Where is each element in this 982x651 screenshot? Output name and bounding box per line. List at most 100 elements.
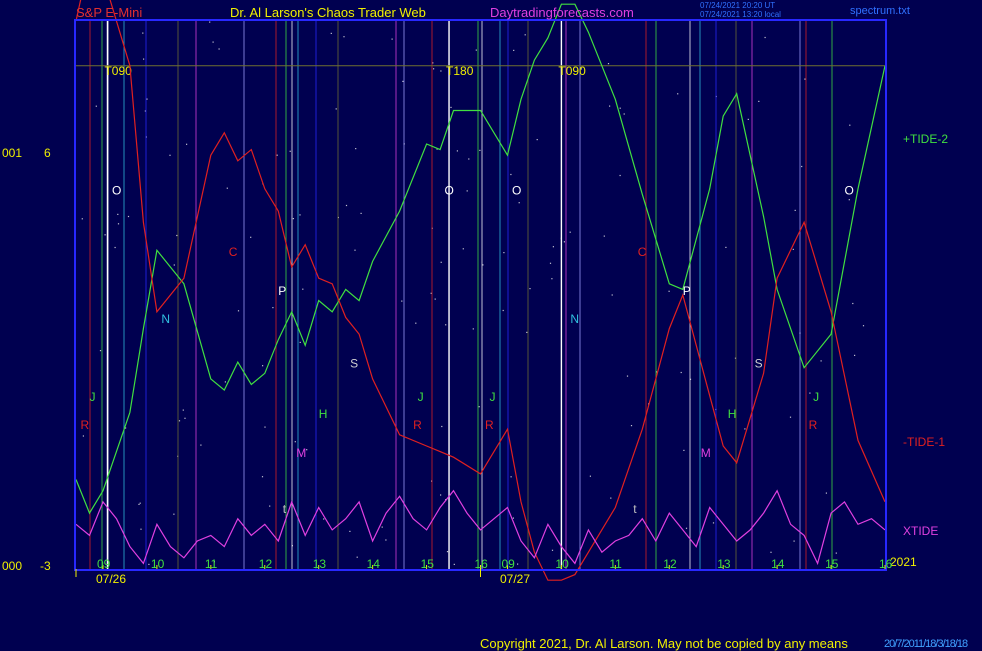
star-dot — [226, 187, 228, 189]
event-letter: P — [683, 284, 691, 298]
site-title: Dr. Al Larson's Chaos Trader Web — [230, 5, 426, 20]
star-dot — [518, 202, 520, 204]
star-dot — [794, 209, 796, 211]
star-dot — [502, 309, 504, 312]
star-dot — [536, 139, 538, 141]
x-axis-ticks — [75, 565, 886, 577]
event-letter: J — [489, 390, 495, 404]
star-dot — [677, 93, 679, 95]
star-dot — [433, 68, 435, 70]
star-dot — [580, 68, 582, 70]
event-letter: R — [809, 418, 818, 432]
star-dot — [212, 41, 214, 43]
star-dot — [472, 328, 474, 330]
star-dot — [148, 563, 150, 565]
star-dot — [801, 165, 803, 168]
star-dot — [725, 246, 727, 248]
hour-label: 16 — [879, 557, 893, 571]
star-dot — [138, 503, 140, 505]
star-dot — [146, 98, 148, 100]
marker-label: T180 — [446, 64, 474, 78]
star-dot — [764, 36, 766, 39]
star-dot — [385, 539, 387, 541]
star-dot — [330, 32, 332, 34]
hour-label: 10 — [555, 557, 569, 571]
series-line--tide-2 — [75, 3, 886, 515]
star-dot — [355, 148, 357, 150]
series-line--tide-1 — [75, 0, 886, 581]
star-dot — [354, 249, 356, 251]
star-dot — [607, 63, 610, 65]
star-dot — [306, 449, 308, 451]
star-dot — [526, 331, 528, 333]
y-outer-label-top: 001 — [2, 146, 23, 160]
star-dot — [237, 310, 240, 312]
hour-label: 11 — [609, 557, 622, 571]
star-dot — [292, 218, 294, 220]
star-dot — [744, 428, 746, 430]
star-dot — [513, 49, 515, 51]
star-dot — [82, 435, 84, 437]
event-letter: O — [112, 183, 121, 197]
star-dot — [589, 475, 591, 477]
hour-label: 11 — [204, 557, 218, 571]
star-dot — [793, 540, 795, 542]
event-letter: R — [485, 418, 494, 432]
star-dot — [117, 223, 120, 225]
star-dot — [143, 58, 145, 60]
star-dot — [623, 113, 625, 115]
hour-label: 14 — [771, 557, 785, 571]
star-dot — [114, 246, 116, 249]
star-dot — [250, 236, 252, 238]
star-dot — [512, 517, 514, 519]
event-letter: C — [229, 245, 238, 259]
star-dot — [475, 49, 477, 51]
timestamp-ut: 07/24/2021 20:20 UT — [700, 1, 776, 10]
star-dot — [668, 290, 670, 292]
star-dot — [683, 449, 685, 451]
star-dot — [173, 513, 175, 515]
hour-label: 12 — [663, 557, 677, 571]
site-url[interactable]: Daytradingforecasts.com — [490, 5, 634, 20]
star-dot — [835, 552, 837, 554]
star-dot — [218, 48, 220, 50]
star-dot — [343, 36, 345, 38]
marker-label: T090 — [104, 64, 132, 78]
star-dot — [630, 425, 633, 427]
star-dot — [272, 307, 274, 309]
time-divider-lines: T090 T180 T090 — [89, 21, 833, 569]
star-dot — [173, 264, 175, 266]
star-dot — [552, 246, 554, 248]
star-dot — [262, 365, 264, 367]
symbol-title: S&P E-Mini — [76, 5, 143, 20]
star-dot — [391, 38, 393, 40]
star-dot — [360, 212, 362, 214]
star-dot — [356, 556, 358, 558]
hour-label: 13 — [312, 557, 327, 571]
star-dot — [294, 441, 296, 443]
star-dot — [854, 354, 856, 356]
hour-label: 16 — [474, 557, 488, 571]
event-letter: t — [633, 502, 637, 516]
star-dot — [213, 561, 215, 563]
series-label-xtide: XTIDE — [903, 524, 939, 538]
star-dot — [482, 264, 484, 266]
date-label-2: 07/27 — [500, 572, 531, 586]
star-dot — [685, 527, 688, 529]
star-dot — [440, 261, 442, 263]
star-dot — [456, 150, 458, 152]
filename: spectrum.txt — [850, 5, 910, 17]
star-dot — [436, 148, 438, 150]
star-dot — [712, 522, 715, 524]
star-dot — [524, 34, 526, 36]
hour-label: 09 — [501, 557, 515, 571]
star-dot — [224, 381, 226, 383]
star-dot — [104, 234, 106, 236]
star-dot — [758, 100, 760, 102]
star-dots — [81, 21, 865, 565]
star-dot — [478, 406, 480, 408]
star-dot — [563, 241, 565, 243]
copyright: Copyright 2021, Dr. Al Larson. May not b… — [480, 636, 848, 651]
hour-label: 14 — [366, 557, 380, 571]
